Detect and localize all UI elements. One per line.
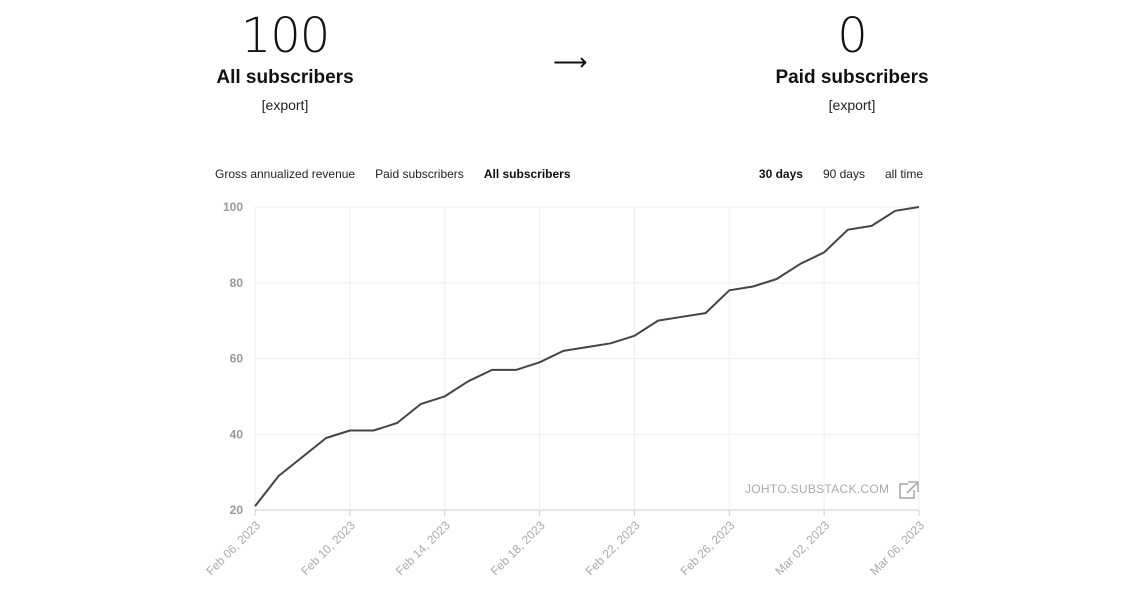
range-30-days[interactable]: 30 days xyxy=(758,167,803,181)
y-tick-label: 60 xyxy=(230,352,244,366)
x-tick-label: Feb 26, 2023 xyxy=(677,518,737,578)
metric-tabs: Gross annualized revenue Paid subscriber… xyxy=(215,167,571,181)
y-tick-label: 40 xyxy=(230,427,244,441)
all-subscribers-label: All subscribers xyxy=(216,67,354,88)
chart-watermark: JOHTO.SUBSTACK.COM xyxy=(745,482,889,496)
tab-paid-subscribers[interactable]: Paid subscribers xyxy=(375,167,464,181)
x-tick-label: Feb 22, 2023 xyxy=(583,518,643,578)
x-tick-label: Feb 06, 2023 xyxy=(203,518,263,578)
y-tick-label: 80 xyxy=(230,276,244,290)
all-subscribers-count: 100 xyxy=(240,8,331,64)
y-axis: 20 40 60 80 100 xyxy=(223,200,243,517)
x-tick-label: Feb 14, 2023 xyxy=(393,518,453,578)
tab-all-subscribers[interactable]: All subscribers xyxy=(483,167,571,181)
x-tick-label: Feb 18, 2023 xyxy=(488,518,548,578)
external-link-icon[interactable] xyxy=(899,480,920,499)
paid-subscribers-export-link[interactable]: [export] xyxy=(828,97,876,113)
x-axis: Feb 06, 2023 Feb 10, 2023 Feb 14, 2023 Feb … xyxy=(203,510,927,578)
range-90-days[interactable]: 90 days xyxy=(822,167,865,181)
series-line xyxy=(254,206,920,507)
x-tick-label: Mar 06, 2023 xyxy=(867,518,927,578)
all-subscribers-stat: 100 All subscribers [export] xyxy=(175,8,395,114)
paid-subscribers-stat: 0 Paid subscribers [export] xyxy=(742,8,962,114)
arrow-right-icon: ⟶ xyxy=(553,48,588,76)
stats-section: 100 All subscribers [export] ⟶ 0 Paid su… xyxy=(0,0,1136,140)
tab-gross-annualized-revenue[interactable]: Gross annualized revenue xyxy=(215,167,356,181)
chart-grid xyxy=(254,206,920,511)
x-tick-label: Mar 02, 2023 xyxy=(772,518,832,578)
y-tick-label: 100 xyxy=(223,200,243,214)
paid-subscribers-label: Paid subscribers xyxy=(775,67,929,88)
paid-subscribers-count: 0 xyxy=(837,8,868,64)
y-tick-label: 20 xyxy=(230,503,244,517)
all-subscribers-export-link[interactable]: [export] xyxy=(261,97,309,113)
range-all-time[interactable]: all time xyxy=(884,167,923,181)
x-tick-label: Feb 10, 2023 xyxy=(298,518,358,578)
range-tabs: 30 days 90 days all time xyxy=(759,167,923,181)
